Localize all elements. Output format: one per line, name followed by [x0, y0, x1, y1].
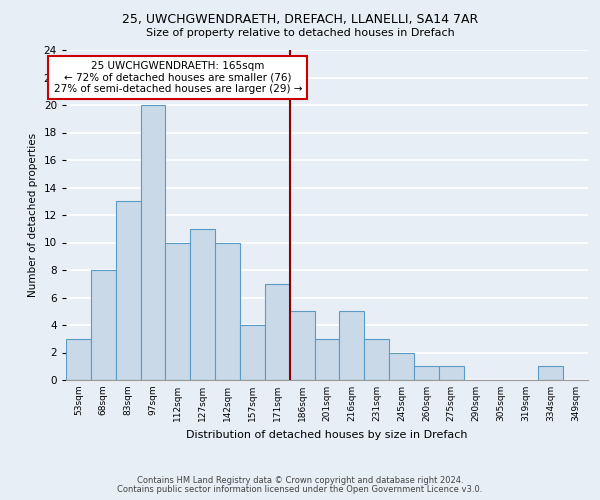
Bar: [364, 339, 389, 380]
Bar: [240, 325, 265, 380]
Y-axis label: Number of detached properties: Number of detached properties: [28, 133, 38, 297]
Bar: [414, 366, 439, 380]
Bar: [116, 201, 140, 380]
Bar: [166, 242, 190, 380]
Bar: [265, 284, 290, 380]
Bar: [140, 105, 166, 380]
Text: 25, UWCHGWENDRAETH, DREFACH, LLANELLI, SA14 7AR: 25, UWCHGWENDRAETH, DREFACH, LLANELLI, S…: [122, 12, 478, 26]
Bar: [91, 270, 116, 380]
Text: 25 UWCHGWENDRAETH: 165sqm
← 72% of detached houses are smaller (76)
27% of semi-: 25 UWCHGWENDRAETH: 165sqm ← 72% of detac…: [53, 61, 302, 94]
Bar: [190, 229, 215, 380]
Bar: [389, 352, 414, 380]
X-axis label: Distribution of detached houses by size in Drefach: Distribution of detached houses by size …: [186, 430, 468, 440]
Bar: [66, 339, 91, 380]
Bar: [538, 366, 563, 380]
Bar: [290, 311, 314, 380]
Text: Contains public sector information licensed under the Open Government Licence v3: Contains public sector information licen…: [118, 485, 482, 494]
Bar: [340, 311, 364, 380]
Bar: [215, 242, 240, 380]
Text: Size of property relative to detached houses in Drefach: Size of property relative to detached ho…: [146, 28, 454, 38]
Bar: [439, 366, 464, 380]
Bar: [314, 339, 340, 380]
Text: Contains HM Land Registry data © Crown copyright and database right 2024.: Contains HM Land Registry data © Crown c…: [137, 476, 463, 485]
